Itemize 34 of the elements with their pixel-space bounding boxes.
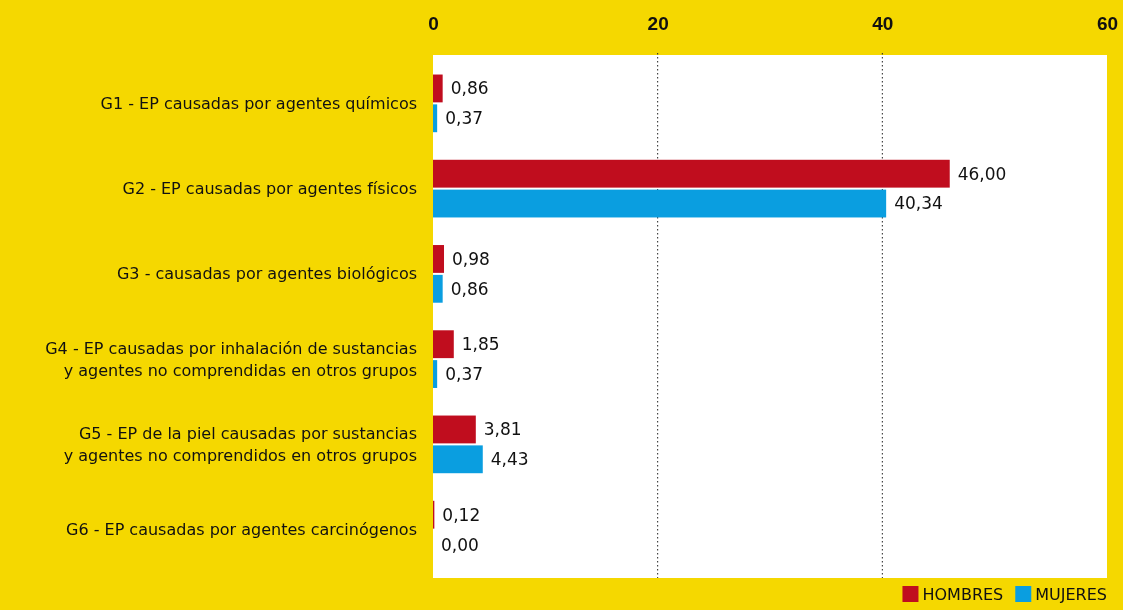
bar: [433, 104, 438, 133]
y-tick-label: G3 - causadas por agentes biológicos: [116, 264, 417, 284]
data-label: 46,00: [957, 163, 1007, 184]
y-tick-label: G6 - EP causadas por agentes carcinógenos: [66, 520, 417, 540]
legend-label: HOMBRES: [922, 584, 1004, 604]
y-tick-label: G2 - EP causadas por agentes físicos: [122, 179, 417, 199]
data-label: 0,37: [445, 108, 484, 129]
x-tick-label: 40: [872, 13, 894, 34]
data-label: 0,37: [445, 364, 484, 384]
data-label: 0,86: [450, 78, 489, 99]
y-tick-label: G5 - EP de la piel causadas por sustancias y agentes no comprendidos en otros grupos: [63, 423, 417, 465]
y-tick-label: G1 - EP causadas por agentes químicos: [100, 93, 417, 113]
bar: [433, 189, 887, 218]
bar: [433, 445, 483, 474]
x-tick-label: 20: [647, 13, 669, 34]
data-label: 1,85: [461, 334, 500, 355]
data-label: 0,98: [452, 248, 490, 269]
bar: [433, 245, 445, 273]
x-tick-label: 60: [1096, 13, 1119, 34]
bar: [433, 74, 443, 103]
data-label: 0,86: [450, 278, 489, 299]
bar: [433, 415, 476, 444]
y-tick-label: G4 - EP causadas por inhalación de sustancias y agentes no comprendidas en otros grupos: [45, 338, 417, 380]
data-label: 3,81: [483, 419, 522, 440]
data-label: 40,34: [894, 193, 943, 214]
bar: [433, 274, 443, 303]
bar: [433, 159, 950, 188]
data-label: 0,00: [441, 534, 479, 555]
bar: [433, 330, 454, 359]
x-tick-label: 0: [428, 13, 439, 34]
legend-label: MUJERES: [1035, 584, 1107, 604]
data-label: 0,12: [442, 504, 481, 525]
data-label: 4,43: [490, 449, 529, 470]
bar: [433, 360, 438, 388]
